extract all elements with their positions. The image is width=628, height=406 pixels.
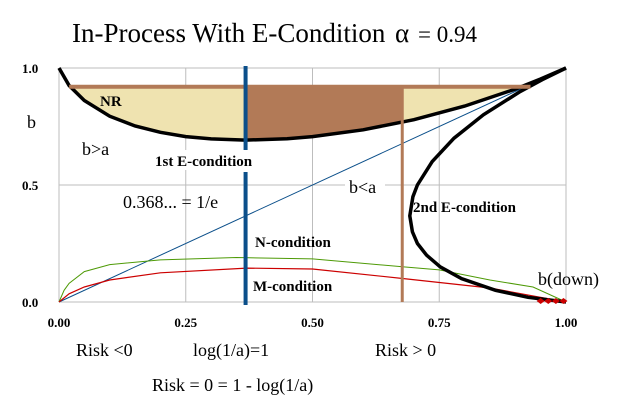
- b-down-marker: [536, 298, 545, 304]
- alpha-value: = 0.94: [418, 22, 477, 47]
- axis-ticks: 0.00 0.25 0.50 0.75 1.00 0.0 0.5 1.0: [22, 61, 577, 330]
- risk-zero-label: Risk = 0 = 1 - log(1/a): [152, 375, 313, 396]
- y-tick-label: 1.0: [22, 61, 38, 76]
- nr-label: NR: [100, 94, 122, 110]
- n-condition-curve: [58, 256, 567, 303]
- b-gt-a-label: b>a: [82, 139, 109, 159]
- risk-negative-label: Risk <0: [76, 340, 133, 360]
- x-tick-label: 0.25: [174, 315, 197, 330]
- x-tick-label: 1.00: [555, 315, 578, 330]
- x-tick-label: 0.00: [48, 315, 71, 330]
- second-e-curve: [408, 66, 567, 304]
- b-down-marker: [559, 298, 568, 304]
- y-tick-label: 0.5: [22, 178, 39, 193]
- first-e-condition-label: 1st E-condition: [155, 154, 253, 170]
- b-down-marker: [551, 298, 560, 304]
- label-bg: [150, 150, 280, 170]
- x-tick-label: 0.75: [428, 315, 451, 330]
- annotations: b NR b>a 1st E-condition 0.368... = 1/e …: [27, 94, 599, 396]
- label-bg: [345, 177, 385, 197]
- alpha-symbol: α: [395, 18, 409, 48]
- plot-marks: [57, 66, 568, 305]
- n-condition-label: N-condition: [255, 235, 332, 251]
- inv-e-label: 0.368... = 1/e: [123, 192, 218, 212]
- log-one-label: log(1/a)=1: [193, 340, 269, 361]
- second-e-condition-label: 2nd E-condition: [413, 200, 517, 216]
- y-axis-label: b: [27, 112, 36, 132]
- b-down-label: b(down): [538, 269, 599, 290]
- m-condition-label: M-condition: [253, 279, 333, 295]
- diagonal-line: [58, 67, 567, 303]
- chart-title: In-Process With E-Condition: [72, 18, 386, 48]
- risk-positive-label: Risk > 0: [375, 340, 436, 360]
- b-down-marker: [544, 298, 553, 304]
- x-tick-label: 0.50: [301, 315, 324, 330]
- b-lt-a-label: b<a: [349, 177, 376, 197]
- y-tick-label: 0.0: [22, 295, 38, 310]
